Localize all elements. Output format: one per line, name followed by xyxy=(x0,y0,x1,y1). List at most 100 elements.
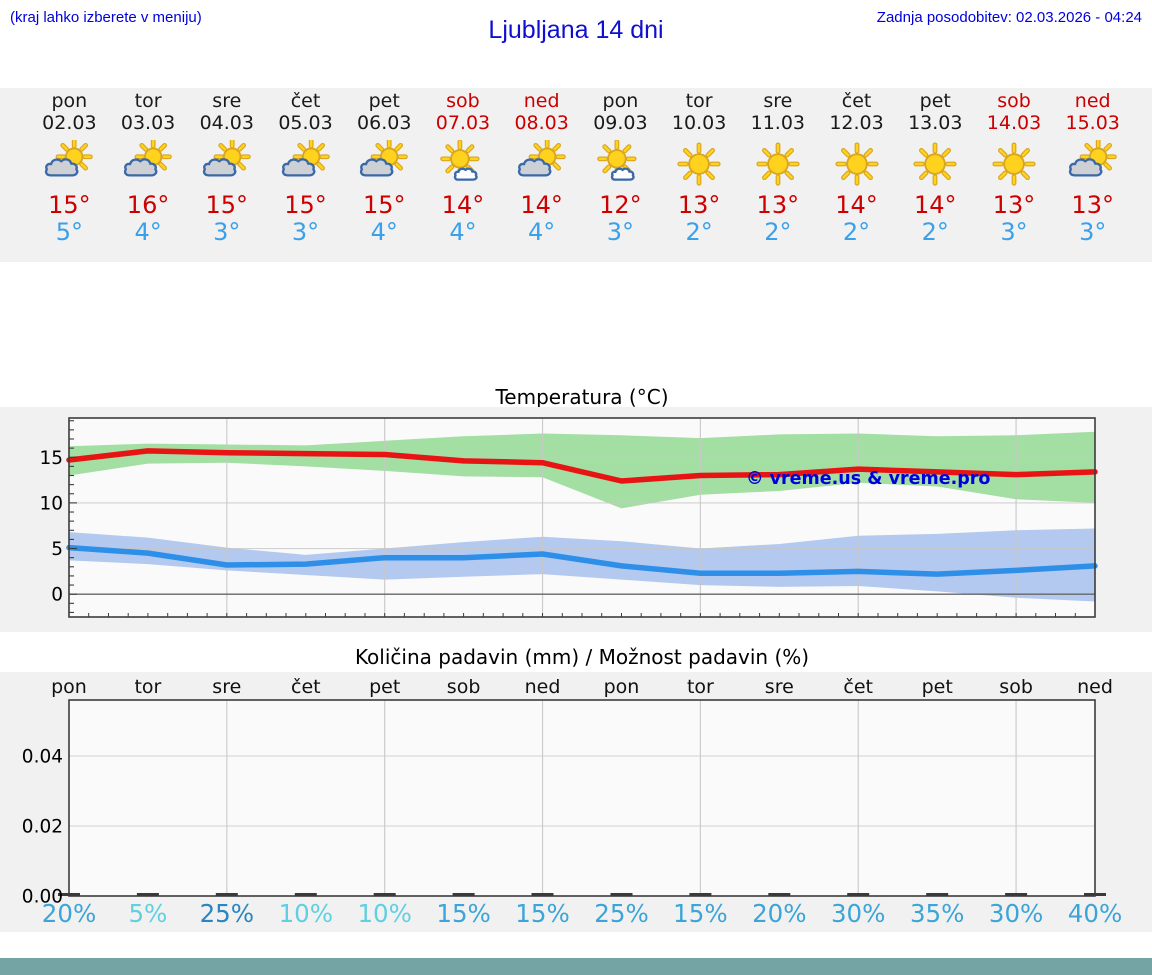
day-name: pon xyxy=(602,90,639,112)
low-temp: 4° xyxy=(370,218,398,246)
high-temp: 14° xyxy=(835,191,878,219)
menu-hint-text: (kraj lahko izberete v meniju) xyxy=(10,9,202,26)
precip-prob-label: 40% xyxy=(1068,899,1122,928)
day-name: pet xyxy=(368,90,400,112)
high-temp: 14° xyxy=(520,191,563,219)
precip-bar xyxy=(1084,893,1106,896)
day-date: 11.03 xyxy=(750,112,806,134)
precip-plot-area xyxy=(69,700,1095,896)
forecast-day-column[interactable]: pon 02.03 15° 5° xyxy=(30,90,109,262)
precip-bar xyxy=(768,893,791,896)
sunny-icon xyxy=(738,137,817,189)
sunny-icon xyxy=(896,137,975,189)
forecast-day-column[interactable]: pon 09.03 12° 3° xyxy=(581,90,660,262)
temp-ytick-label: 0 xyxy=(51,585,63,606)
forecast-day-column[interactable]: ned 08.03 14° 4° xyxy=(502,90,581,262)
high-temp: 16° xyxy=(126,191,170,219)
low-temp: 2° xyxy=(764,218,792,246)
precip-bar xyxy=(531,893,554,896)
day-name: sre xyxy=(212,90,242,112)
temperature-chart-title: Temperatura (°C) xyxy=(495,385,669,409)
day-name: pet xyxy=(919,90,951,112)
precip-ytick-label: 0.00 xyxy=(22,887,63,908)
temperature-chart: 0 5 10 15 © vreme.us & vreme.pro xyxy=(0,407,1152,632)
precip-bar xyxy=(926,893,949,896)
day-date: 08.03 xyxy=(514,112,569,134)
precip-bar xyxy=(294,893,317,896)
day-name: tor xyxy=(134,90,162,112)
high-temp: 15° xyxy=(362,191,406,219)
low-temp: 4° xyxy=(528,218,556,246)
sun-small-cloud-icon xyxy=(424,137,503,189)
low-temp: 2° xyxy=(921,218,949,246)
sun-behind-cloud-icon xyxy=(266,137,345,189)
sun-behind-cloud-icon xyxy=(502,137,581,189)
precip-prob-label: 30% xyxy=(831,899,885,928)
forecast-day-column[interactable]: sre 04.03 15° 3° xyxy=(187,90,266,262)
forecast-strip: pon 02.03 15° 5° tor 03.03 16° 4° sre 04… xyxy=(0,88,1152,262)
high-temp: 13° xyxy=(756,191,800,219)
low-temp: 3° xyxy=(1079,218,1107,246)
temp-ytick-label: 10 xyxy=(39,493,63,514)
precip-prob-label: 30% xyxy=(989,899,1043,928)
day-date: 13.03 xyxy=(908,112,963,134)
day-name: pon xyxy=(51,90,88,112)
day-date: 12.03 xyxy=(829,112,884,134)
max-temp-line xyxy=(66,448,1098,484)
min-temp-line xyxy=(66,544,1098,577)
forecast-day-column[interactable]: sob 07.03 14° 4° xyxy=(424,90,503,262)
precip-bar xyxy=(136,893,159,896)
forecast-day-column[interactable]: tor 10.03 13° 2° xyxy=(660,90,739,262)
precip-bar xyxy=(452,893,475,896)
sun-behind-cloud-icon xyxy=(345,137,424,189)
low-temp: 4° xyxy=(134,218,162,246)
sun-small-cloud-icon xyxy=(581,137,660,189)
day-date: 10.03 xyxy=(671,112,727,134)
high-temp: 14° xyxy=(913,191,957,219)
temp-ytick-label: 5 xyxy=(51,539,63,560)
precipitation-chart: 0.00 0.02 0.04 pon tor sre čet pet sob ned pon tor s… xyxy=(0,672,1152,932)
sun-behind-cloud-icon xyxy=(109,137,188,189)
precip-day-label: ned xyxy=(525,676,561,698)
day-date: 09.03 xyxy=(593,112,648,134)
precip-day-label: pet xyxy=(369,676,400,698)
last-update-text: Zadnja posodobitev: 02.03.2026 - 04:24 xyxy=(876,9,1142,26)
precip-prob-label: 10% xyxy=(279,899,333,928)
min-temp-range-band xyxy=(69,528,1095,602)
forecast-day-column[interactable]: sre 11.03 13° 2° xyxy=(738,90,817,262)
forecast-day-column[interactable]: tor 03.03 16° 4° xyxy=(109,90,188,262)
precip-prob-label: 5% xyxy=(128,899,167,928)
forecast-day-column[interactable]: pet 06.03 15° 4° xyxy=(345,90,424,262)
sunny-icon xyxy=(975,137,1054,189)
day-name: sob xyxy=(997,90,1031,112)
high-temp: 14° xyxy=(441,191,485,219)
precip-day-label: pon xyxy=(51,676,87,698)
forecast-day-column[interactable]: pet 13.03 14° 2° xyxy=(896,90,975,262)
forecast-day-column[interactable]: ned 15.03 13° 3° xyxy=(1053,90,1132,262)
high-temp: 12° xyxy=(599,191,642,219)
day-date: 06.03 xyxy=(357,112,412,134)
high-temp: 15° xyxy=(205,191,249,219)
forecast-day-column[interactable]: sob 14.03 13° 3° xyxy=(975,90,1054,262)
sun-behind-cloud-icon xyxy=(187,137,266,189)
day-date: 03.03 xyxy=(120,112,176,134)
precip-day-label: sob xyxy=(447,676,481,698)
forecast-day-column[interactable]: čet 12.03 14° 2° xyxy=(817,90,896,262)
sun-behind-cloud-icon xyxy=(1053,137,1132,189)
precip-day-label: tor xyxy=(687,676,714,698)
day-date: 07.03 xyxy=(435,112,491,134)
precip-day-label: ned xyxy=(1077,676,1113,698)
precip-bar xyxy=(689,893,712,896)
precip-bar xyxy=(373,893,396,896)
precip-day-label: čet xyxy=(843,676,873,698)
precip-prob-label: 20% xyxy=(752,899,806,928)
temp-ytick-label: 15 xyxy=(39,448,63,469)
precip-prob-label: 20% xyxy=(42,899,96,928)
precip-prob-label: 15% xyxy=(515,899,569,928)
precip-bar xyxy=(847,893,870,896)
precip-prob-label: 10% xyxy=(357,899,411,928)
precip-ytick-label: 0.04 xyxy=(22,747,63,768)
precip-day-label: pon xyxy=(604,676,640,698)
forecast-day-column[interactable]: čet 05.03 15° 3° xyxy=(266,90,345,262)
precip-prob-label: 15% xyxy=(436,899,490,928)
